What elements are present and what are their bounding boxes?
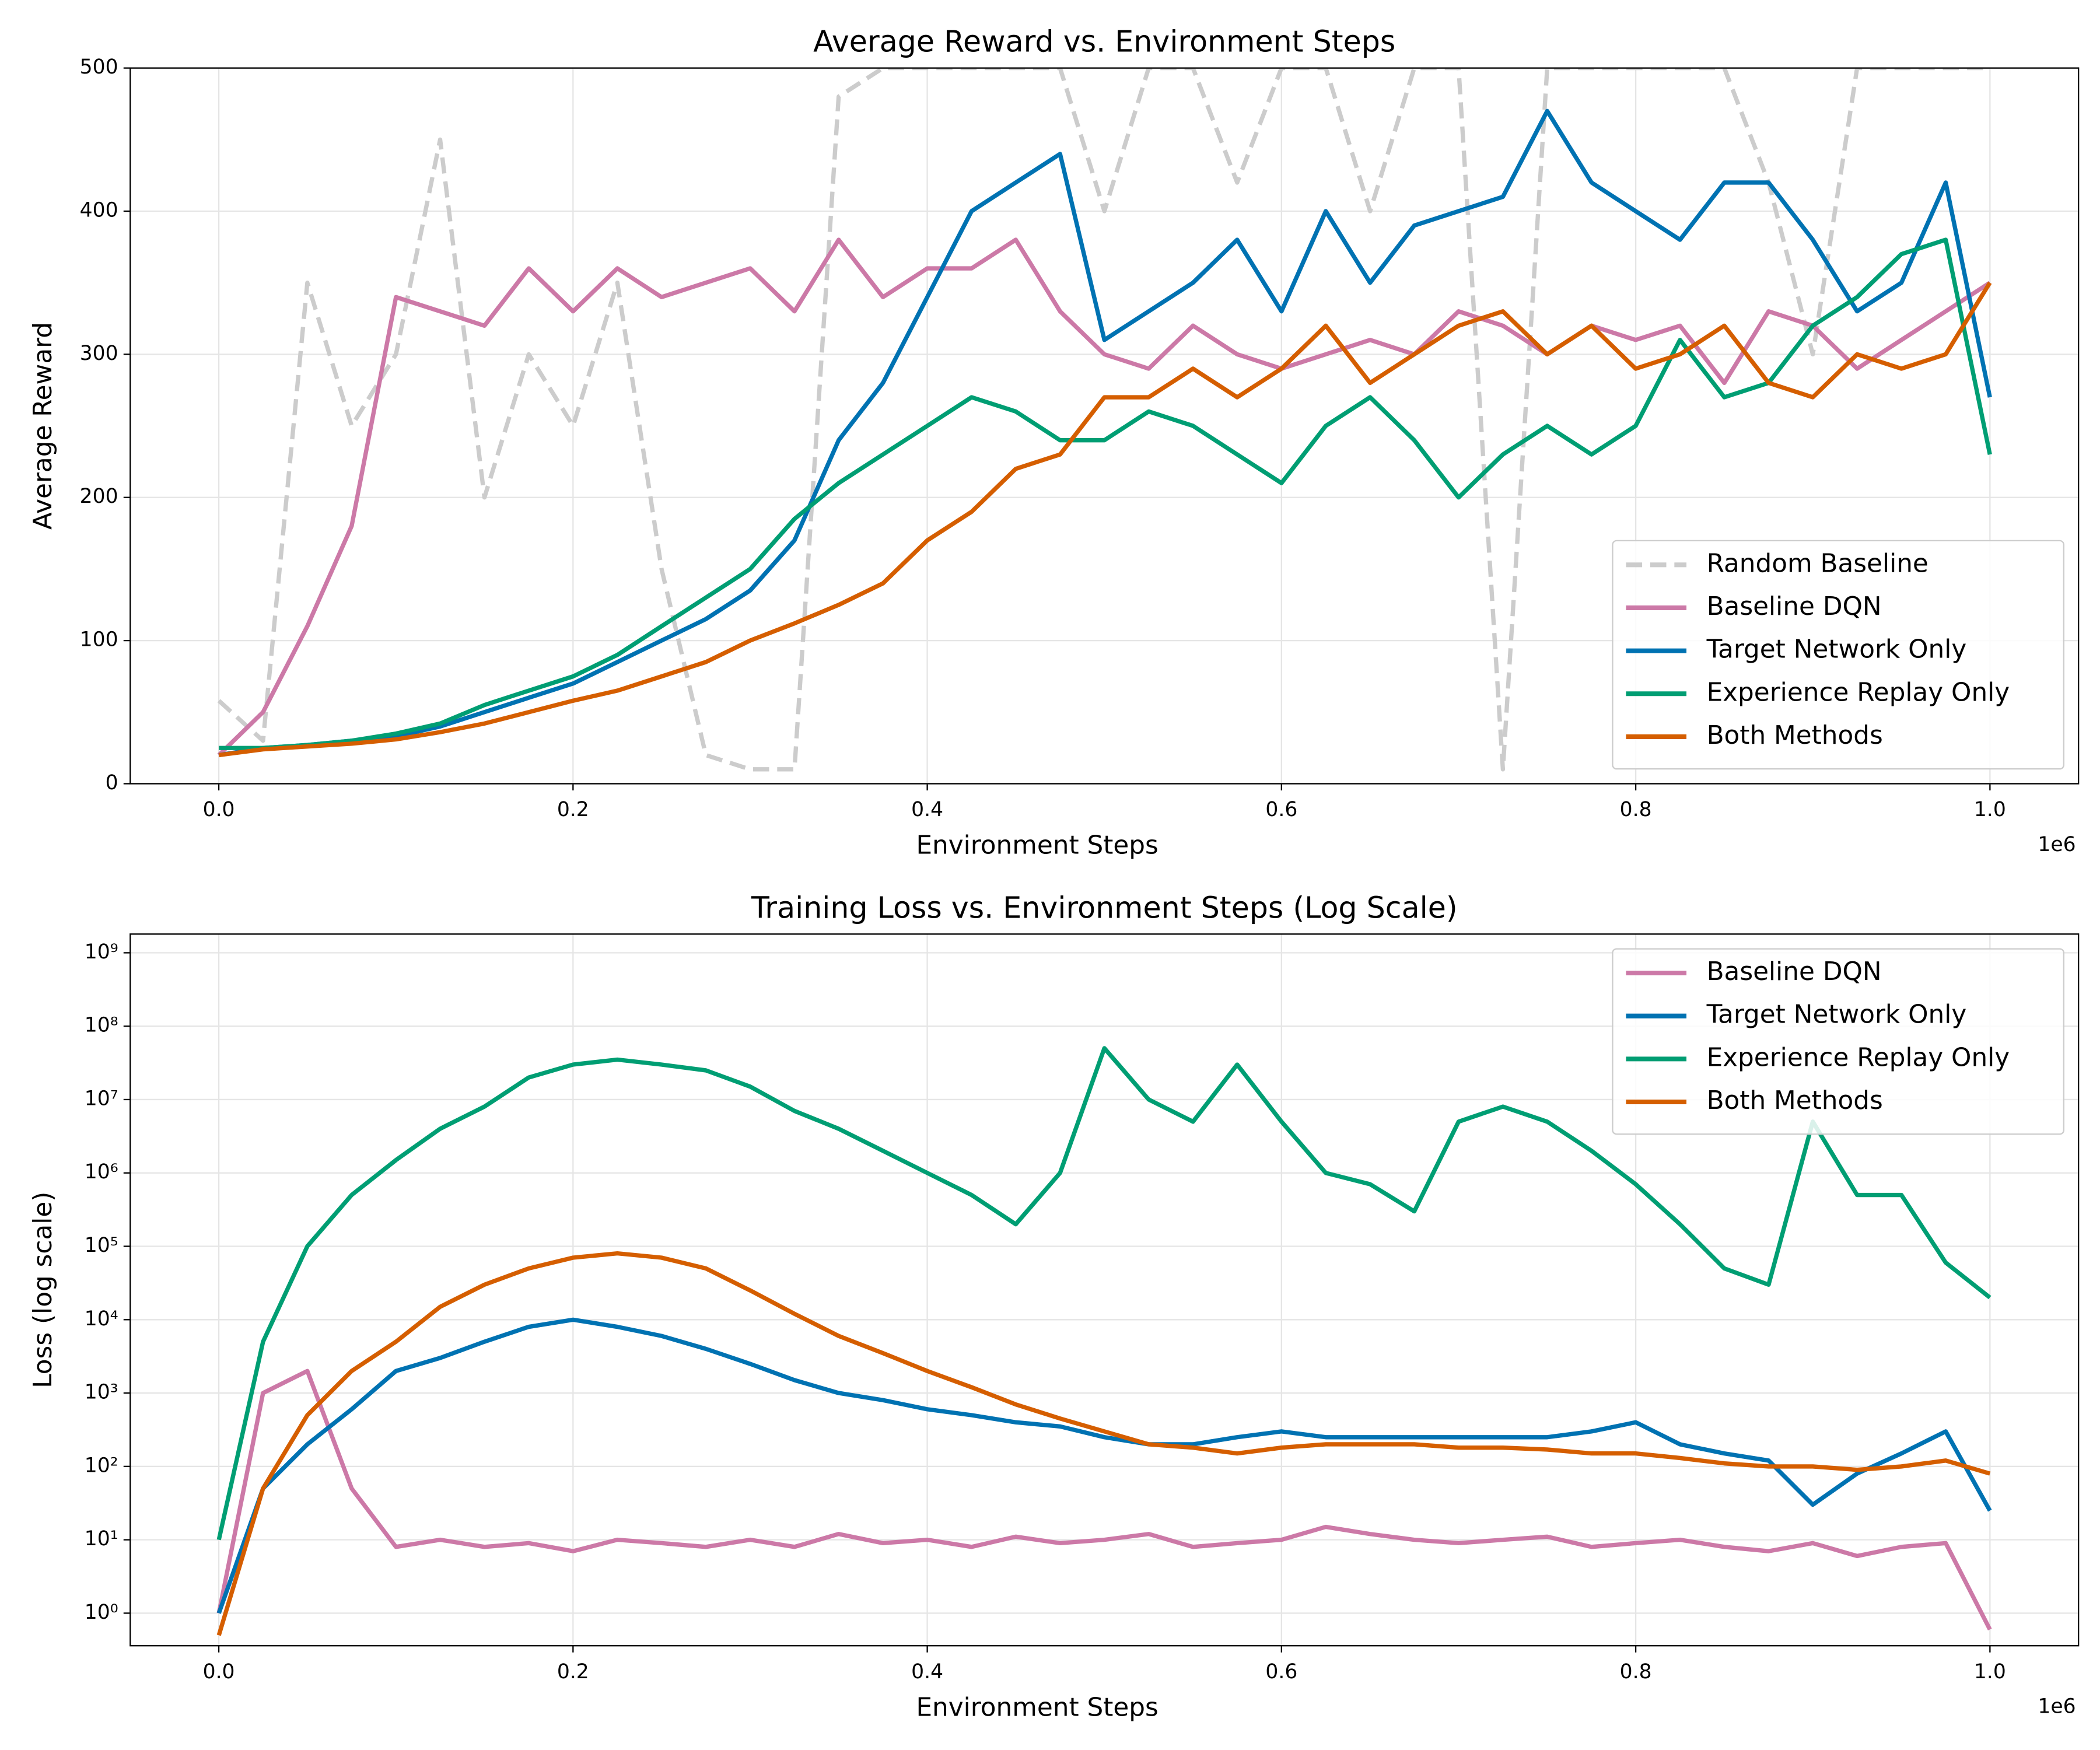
x-offset-label: 1e6 xyxy=(2038,1695,2076,1718)
series-line xyxy=(216,1368,1992,1631)
x-tick-label: 1.0 xyxy=(1974,798,2006,821)
y-tick-label: 200 xyxy=(80,485,118,508)
x-axis-label: Environment Steps xyxy=(916,831,1158,860)
legend-label: Baseline DQN xyxy=(1707,957,1882,986)
chart-title: Training Loss vs. Environment Steps (Log… xyxy=(751,890,1458,925)
y-tick-label: 10⁶ xyxy=(85,1160,118,1184)
legend-box xyxy=(1612,540,2065,770)
y-tick-label: 100 xyxy=(80,628,118,652)
legend-label: Random Baseline xyxy=(1707,548,1929,578)
chart-title: Average Reward vs. Environment Steps xyxy=(813,24,1395,59)
y-tick-label: 0 xyxy=(106,771,118,794)
series-line xyxy=(217,68,1990,772)
legend: Baseline DQN Target Network Only Experienc… xyxy=(1612,948,2065,1135)
series-group xyxy=(216,1046,1992,1636)
x-tick-label: 0.2 xyxy=(557,798,589,821)
chart: Training Loss vs. Environment Steps (Log… xyxy=(28,890,2080,1722)
legend: Random Baseline Baseline DQN Target Networ… xyxy=(1612,540,2065,770)
legend-label: Baseline DQN xyxy=(1707,592,1882,621)
y-tick-label: 10⁴ xyxy=(85,1307,118,1331)
x-tick-label: 0.0 xyxy=(203,1660,235,1684)
plot-frame xyxy=(130,67,2080,785)
series-group xyxy=(217,68,1992,772)
x-tick-label: 0.8 xyxy=(1620,798,1652,821)
x-tick-label: 1.0 xyxy=(1974,1660,2006,1684)
series-line xyxy=(216,1251,1991,1636)
series-line xyxy=(218,281,1992,758)
x-tick-label: 0.6 xyxy=(1265,798,1297,821)
legend-label: Target Network Only xyxy=(1706,635,1967,664)
x-tick-label: 0.0 xyxy=(203,798,235,821)
x-offset-label: 1e6 xyxy=(2038,833,2076,856)
x-tick-label: 0.4 xyxy=(911,798,943,821)
y-tick-label: 400 xyxy=(80,198,118,222)
y-tick-label: 10⁹ xyxy=(85,940,118,964)
y-tick-label: 300 xyxy=(80,342,118,365)
y-axis-label: Average Reward xyxy=(28,322,58,530)
y-tick-label: 10⁷ xyxy=(85,1087,118,1110)
y-tick-label: 10⁸ xyxy=(85,1014,118,1037)
y-tick-label: 500 xyxy=(80,55,118,79)
legend-label: Target Network Only xyxy=(1706,1000,1967,1030)
legend-box xyxy=(1612,948,2065,1135)
chart: Average Reward vs. Environment Steps 0.0 0… xyxy=(28,24,2080,860)
series-line xyxy=(216,1317,1992,1614)
y-tick-label: 10¹ xyxy=(85,1527,118,1550)
x-tick-label: 0.8 xyxy=(1620,1660,1652,1684)
x-axis-label: Environment Steps xyxy=(916,1692,1158,1722)
x-tick-label: 0.2 xyxy=(557,1660,589,1684)
y-tick-label: 10² xyxy=(85,1454,118,1477)
series-line xyxy=(216,1046,1992,1541)
x-tick-label: 0.6 xyxy=(1265,1660,1297,1684)
legend-label: Both Methods xyxy=(1707,720,1883,750)
x-tick-label: 0.4 xyxy=(911,1660,943,1684)
legend-label: Both Methods xyxy=(1707,1086,1883,1115)
legend-label: Experience Replay Only xyxy=(1707,677,2010,707)
legend-label: Experience Replay Only xyxy=(1707,1042,2010,1072)
y-tick-label: 10³ xyxy=(85,1381,118,1404)
y-tick-label: 10⁵ xyxy=(85,1234,118,1257)
series-line xyxy=(219,237,1992,750)
series-line xyxy=(218,108,1992,758)
plot-frame xyxy=(130,933,2080,1647)
y-tick-label: 10⁰ xyxy=(85,1601,118,1624)
y-axis-label: Loss (log scale) xyxy=(28,1192,58,1388)
